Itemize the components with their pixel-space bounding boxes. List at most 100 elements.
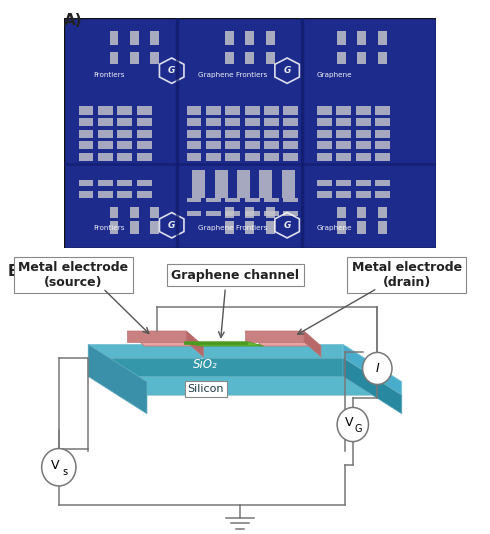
Bar (130, 52, 139, 64)
Text: G: G (283, 221, 291, 230)
Bar (245, 32, 254, 45)
Bar (375, 153, 390, 161)
Bar (206, 118, 221, 126)
Bar (264, 198, 279, 202)
Bar (375, 106, 390, 114)
Bar (150, 52, 159, 64)
Bar (137, 118, 151, 126)
Text: G: G (283, 66, 291, 75)
Bar (187, 198, 201, 202)
Bar (225, 106, 240, 114)
Bar (137, 106, 151, 114)
Polygon shape (343, 358, 402, 414)
Bar (187, 130, 201, 138)
Bar (356, 191, 370, 198)
Bar (98, 118, 113, 126)
Bar (337, 32, 345, 45)
Bar (375, 141, 390, 149)
Bar (336, 106, 351, 114)
Bar (137, 191, 151, 198)
Bar (245, 118, 260, 126)
Bar (317, 179, 332, 186)
Bar (137, 141, 151, 149)
Bar (264, 211, 279, 216)
Text: s: s (62, 467, 67, 477)
Bar (266, 32, 275, 45)
Bar (78, 141, 94, 149)
Bar (98, 179, 113, 186)
Bar (283, 211, 298, 216)
Text: Frontiers: Frontiers (94, 225, 125, 231)
Bar (245, 52, 254, 64)
Bar (225, 221, 234, 234)
Bar (264, 106, 279, 114)
Bar (237, 170, 250, 198)
Bar (187, 211, 201, 216)
Text: B): B) (7, 264, 26, 279)
Bar (206, 198, 221, 202)
Bar (317, 153, 332, 161)
Bar (245, 153, 260, 161)
Bar (375, 118, 390, 126)
Bar (375, 179, 390, 186)
Bar (357, 221, 366, 234)
Bar (117, 106, 132, 114)
Bar (78, 179, 94, 186)
Bar (264, 130, 279, 138)
Bar (245, 211, 260, 216)
Bar (225, 52, 234, 64)
Bar (109, 52, 119, 64)
Bar (150, 207, 159, 218)
Bar (117, 141, 132, 149)
Bar (282, 170, 294, 198)
Bar (98, 130, 113, 138)
Bar (283, 118, 298, 126)
Text: Metal electrode
(drain): Metal electrode (drain) (352, 261, 462, 289)
Bar (98, 191, 113, 198)
Polygon shape (88, 344, 343, 358)
Bar (378, 221, 387, 234)
Text: V: V (50, 459, 59, 472)
Circle shape (363, 352, 392, 384)
Bar (98, 106, 113, 114)
Text: SiO₂: SiO₂ (194, 358, 218, 371)
Bar (356, 153, 370, 161)
Polygon shape (88, 358, 343, 376)
Text: I: I (375, 362, 379, 375)
Bar (283, 153, 298, 161)
Bar (283, 130, 298, 138)
Bar (266, 52, 275, 64)
Text: Graphene channel: Graphene channel (171, 269, 299, 281)
Bar (336, 191, 351, 198)
Text: Metal electrode
(source): Metal electrode (source) (19, 261, 128, 289)
Circle shape (337, 407, 368, 442)
Bar (317, 106, 332, 114)
Polygon shape (88, 358, 402, 395)
Text: G: G (355, 425, 363, 434)
Text: Graphene: Graphene (317, 225, 353, 231)
Bar (336, 130, 351, 138)
Bar (266, 207, 275, 218)
Bar (283, 106, 298, 114)
Bar (259, 170, 272, 198)
Bar (337, 52, 345, 64)
Bar (336, 153, 351, 161)
Bar (356, 118, 370, 126)
Bar (266, 221, 275, 234)
Polygon shape (343, 344, 402, 395)
Bar (187, 153, 201, 161)
Bar (264, 118, 279, 126)
Bar (130, 207, 139, 218)
Polygon shape (127, 331, 203, 346)
Text: Silicon: Silicon (188, 384, 224, 394)
Bar (264, 141, 279, 149)
Bar (117, 118, 132, 126)
Bar (375, 191, 390, 198)
Bar (225, 32, 234, 45)
Bar (245, 130, 260, 138)
Bar (130, 32, 139, 45)
Bar (109, 221, 119, 234)
Text: Graphene: Graphene (317, 72, 353, 78)
Bar (187, 106, 201, 114)
Bar (378, 207, 387, 218)
